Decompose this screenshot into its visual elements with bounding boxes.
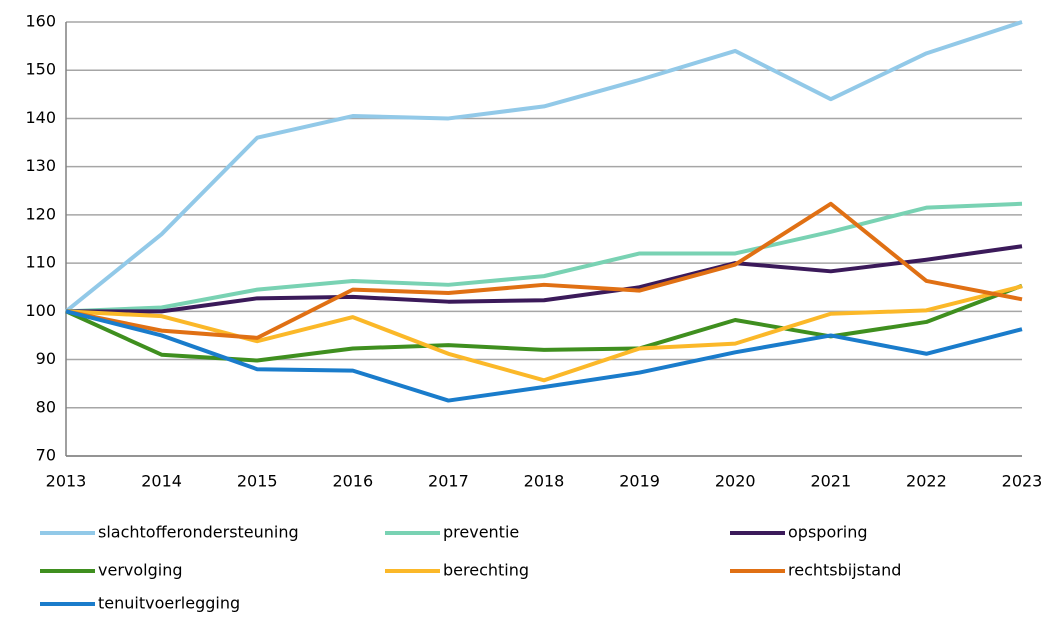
x-tick-label: 2015 — [237, 472, 278, 491]
x-tick-label: 2023 — [1002, 472, 1043, 491]
x-tick-label: 2013 — [46, 472, 87, 491]
y-tick-label: 150 — [25, 60, 56, 79]
y-tick-label: 120 — [25, 204, 56, 223]
legend-label: preventie — [443, 523, 519, 542]
legend-label: tenuitvoerlegging — [98, 594, 240, 613]
line-series — [66, 244, 1023, 314]
x-tick-label: 2017 — [428, 472, 469, 491]
line-series — [65, 309, 1023, 403]
x-tick-label: 2018 — [524, 472, 565, 491]
y-tick-label: 130 — [25, 156, 56, 175]
x-tick-label: 2021 — [810, 472, 851, 491]
y-tick-label: 140 — [25, 108, 56, 127]
x-tick-label: 2020 — [715, 472, 756, 491]
line-series — [65, 201, 1023, 314]
y-tick-label: 110 — [25, 253, 56, 272]
line-series — [64, 20, 1023, 313]
line-series — [65, 284, 1023, 383]
legend-label: opsporing — [788, 523, 868, 542]
y-tick-label: 160 — [25, 12, 56, 31]
legend-label: slachtofferondersteuning — [98, 523, 299, 542]
y-tick-label: 70 — [36, 446, 56, 465]
x-tick-label: 2019 — [619, 472, 660, 491]
y-tick-label: 90 — [36, 349, 56, 368]
line-series — [65, 201, 1023, 340]
x-tick-label: 2014 — [141, 472, 182, 491]
y-tick-label: 80 — [36, 397, 56, 416]
legend-label: berechting — [443, 561, 529, 580]
legend-label: vervolging — [98, 561, 183, 580]
legend-label: rechtsbijstand — [788, 561, 901, 580]
y-tick-label: 100 — [25, 301, 56, 320]
x-tick-label: 2022 — [906, 472, 947, 491]
x-tick-label: 2016 — [332, 472, 373, 491]
